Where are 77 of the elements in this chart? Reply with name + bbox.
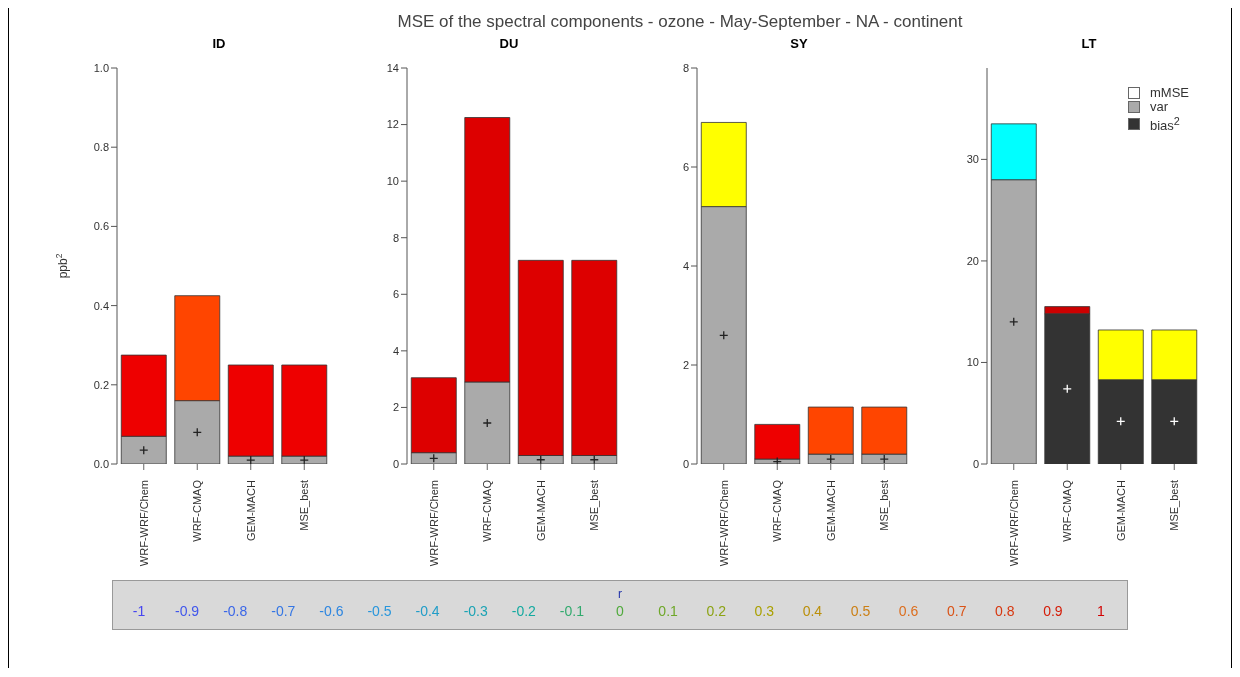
- color-bar-label: 0.1: [658, 603, 678, 619]
- color-bar-label: 0.8: [995, 603, 1015, 619]
- point: [246, 455, 256, 464]
- color-bar-label: 0.3: [754, 603, 775, 619]
- x-tick-label: GEM-MACH: [1114, 479, 1127, 542]
- x-tick-label: WRF-WRF/Chem: [717, 480, 730, 567]
- color-bar-title: r: [617, 587, 623, 601]
- color-bar-label: 0.7: [946, 603, 967, 619]
- text: MSE of the spectral components - ozone - May-September - NA - continent: [396, 11, 964, 32]
- y-tick-label: 0.2: [93, 378, 109, 391]
- x-tick-label: WRF-WRF/Chem: [137, 480, 150, 567]
- color-bar-label: -1: [132, 603, 146, 619]
- y-tick-label: 0.0: [93, 457, 109, 470]
- x-tick-label: WRF-CMAQ: [191, 479, 204, 542]
- color-bar-label: -0.8: [223, 603, 248, 619]
- legend-label: bias$^{2}$: [1150, 114, 1180, 134]
- bar: [754, 424, 801, 460]
- y-tick-label: 0: [392, 457, 399, 470]
- x-tick-label: GEM-MACH: [824, 479, 837, 542]
- color-bar-label: -0.1: [559, 603, 584, 619]
- point: [1062, 384, 1072, 394]
- color-bar-label: -0.2: [511, 603, 536, 619]
- chart-title: LT: [1080, 36, 1098, 53]
- y-tick-label: 4: [392, 344, 399, 357]
- y-tick-label: 10: [966, 356, 979, 369]
- x-tick-label: WRF-WRF/Chem: [1007, 480, 1020, 567]
- chart-title: ID: [211, 36, 227, 53]
- x-tick-label: MSE_best: [878, 480, 891, 531]
- legend-label: var: [1150, 99, 1169, 114]
- y-tick-label: 30: [966, 153, 979, 166]
- color-bar-label: 0.4: [802, 603, 823, 619]
- y-tick-label: 1.0: [93, 61, 109, 74]
- x-tick-label: MSE_best: [1168, 480, 1181, 531]
- point: [299, 455, 309, 464]
- x-tick-label: WRF-WRF/Chem: [427, 480, 440, 567]
- y-tick-label: 12: [386, 118, 399, 131]
- point: [826, 454, 836, 464]
- x-tick-label: GEM-MACH: [534, 479, 547, 542]
- color-bar-label: 0.6: [898, 603, 919, 619]
- point: [482, 418, 492, 428]
- point: [139, 445, 149, 455]
- color-bar-label: -0.9: [175, 603, 200, 619]
- y-tick-label: 0.8: [93, 141, 109, 154]
- chart-title: DU: [498, 36, 520, 53]
- x-tick-label: GEM-MACH: [244, 479, 257, 542]
- y-tick-label: 14: [386, 61, 399, 74]
- y-tick-label: 0.4: [93, 299, 109, 312]
- color-bar-label: 0.5: [850, 603, 871, 619]
- y-tick-label: 10: [386, 175, 399, 188]
- color-bar-label: -0.7: [271, 603, 296, 619]
- y-tick-label: 8: [392, 231, 399, 244]
- y-tick-label: 6: [682, 160, 689, 173]
- color-bar-label: 0.2: [706, 603, 726, 619]
- y-tick-label: 8: [682, 61, 689, 74]
- color-bar-label: 0.9: [1043, 603, 1063, 619]
- y-tick-label: 2: [682, 358, 689, 371]
- y-tick-label: 0: [972, 457, 979, 470]
- y-tick-label: 4: [682, 259, 689, 272]
- y-tick-label: 0: [682, 457, 689, 470]
- y-tick-label: 20: [966, 254, 979, 267]
- chart-title: SY: [789, 36, 809, 53]
- color-bar-label: -0.3: [463, 603, 488, 619]
- x-tick-label: WRF-CMAQ: [771, 479, 784, 542]
- x-tick-label: WRF-CMAQ: [1061, 479, 1074, 542]
- y-tick-label: 2: [392, 401, 399, 414]
- y-tick-label: 0.6: [93, 220, 109, 233]
- x-tick-label: WRF-CMAQ: [481, 479, 494, 542]
- y-tick-label: 6: [392, 288, 399, 301]
- color-bar-label: -0.4: [415, 603, 440, 619]
- color-bar-label: 1: [1097, 603, 1105, 619]
- point: [879, 454, 889, 464]
- annotation: mMSE: [1150, 85, 1189, 100]
- color-bar-label: -0.5: [367, 603, 392, 619]
- color-bar-label: -0.6: [319, 603, 344, 619]
- color-bar-label: 0: [616, 603, 624, 619]
- x-tick-label: MSE_best: [588, 480, 601, 531]
- x-tick-label: MSE_best: [298, 480, 311, 531]
